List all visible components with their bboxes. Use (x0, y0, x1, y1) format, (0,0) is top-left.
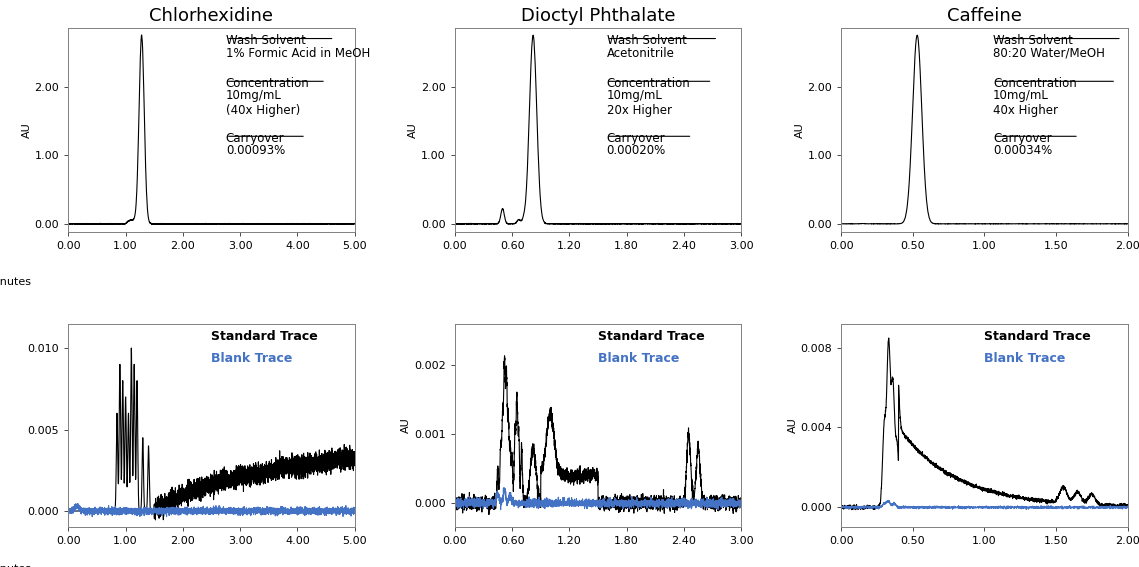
Text: Concentration: Concentration (607, 77, 690, 90)
Text: 10mg/mL: 10mg/mL (993, 90, 1049, 103)
Text: 0.00020%: 0.00020% (607, 145, 666, 158)
Text: 80:20 Water/MeOH: 80:20 Water/MeOH (993, 46, 1105, 60)
Text: Concentration: Concentration (226, 77, 310, 90)
Text: Concentration: Concentration (993, 77, 1076, 90)
Title: Chlorhexidine: Chlorhexidine (149, 7, 273, 26)
Y-axis label: AU: AU (401, 418, 411, 433)
Text: Wash Solvent: Wash Solvent (993, 35, 1073, 48)
Text: Wash Solvent: Wash Solvent (226, 35, 305, 48)
Y-axis label: AU: AU (795, 122, 805, 138)
Text: Standard Trace: Standard Trace (984, 330, 1091, 343)
Text: Standard Trace: Standard Trace (598, 330, 705, 343)
Text: Carryover: Carryover (993, 132, 1051, 145)
Text: 40x Higher: 40x Higher (993, 104, 1058, 117)
Text: 20x Higher: 20x Higher (607, 104, 672, 117)
Text: 1% Formic Acid in MeOH: 1% Formic Acid in MeOH (226, 46, 370, 60)
Text: Carryover: Carryover (607, 132, 665, 145)
Y-axis label: AU: AU (788, 418, 797, 433)
Text: Minutes: Minutes (0, 277, 32, 287)
Title: Caffeine: Caffeine (947, 7, 1022, 26)
Text: Minutes: Minutes (0, 564, 32, 567)
Text: Blank Trace: Blank Trace (598, 352, 679, 365)
Title: Dioctyl Phthalate: Dioctyl Phthalate (521, 7, 675, 26)
Text: 10mg/mL: 10mg/mL (607, 90, 663, 103)
Text: Carryover: Carryover (226, 132, 285, 145)
Text: Blank Trace: Blank Trace (212, 352, 293, 365)
Text: Acetonitrile: Acetonitrile (607, 46, 674, 60)
Text: 10mg/mL: 10mg/mL (226, 90, 281, 103)
Text: Standard Trace: Standard Trace (212, 330, 318, 343)
Text: Wash Solvent: Wash Solvent (607, 35, 687, 48)
Text: (40x Higher): (40x Higher) (226, 104, 300, 117)
Text: 0.00093%: 0.00093% (226, 145, 285, 158)
Text: 0.00034%: 0.00034% (993, 145, 1052, 158)
Text: Blank Trace: Blank Trace (984, 352, 1066, 365)
Y-axis label: AU: AU (22, 122, 32, 138)
Y-axis label: AU: AU (408, 122, 418, 138)
